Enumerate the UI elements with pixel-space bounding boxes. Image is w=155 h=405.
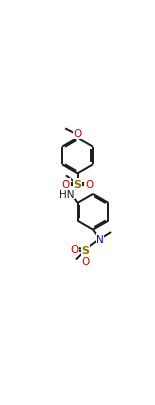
Text: O: O	[85, 179, 93, 190]
Text: HN: HN	[59, 190, 74, 199]
Text: N: N	[96, 234, 104, 244]
Text: S: S	[81, 245, 89, 256]
Text: O: O	[81, 256, 89, 266]
Text: O: O	[70, 244, 78, 254]
Text: S: S	[73, 179, 82, 190]
Text: O: O	[73, 129, 82, 139]
Text: O: O	[62, 179, 70, 190]
